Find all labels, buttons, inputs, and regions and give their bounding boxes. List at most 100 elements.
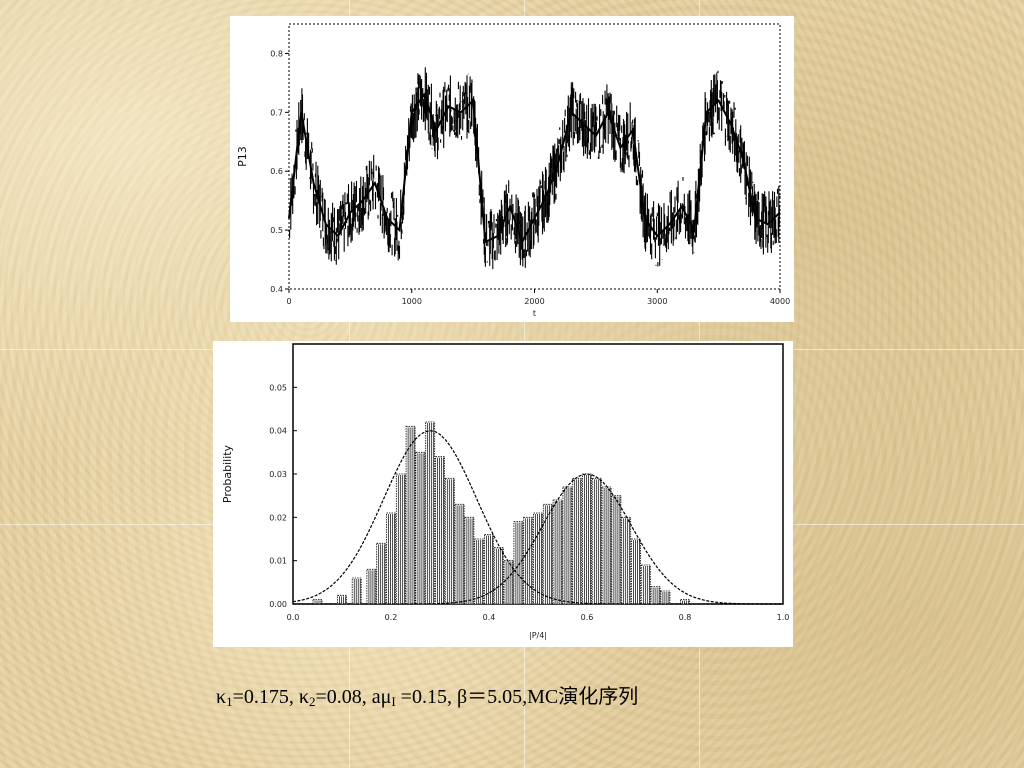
histogram-bar: [386, 512, 396, 605]
bar-outline: [351, 577, 362, 605]
y-tick-label: 0.04: [269, 427, 287, 436]
bar-outline: [444, 477, 455, 605]
histogram-bar: [444, 477, 455, 605]
amu-prefix: aμ: [366, 686, 392, 708]
y-tick-label: 0.01: [269, 557, 287, 566]
bar-outline: [454, 503, 465, 605]
bar-outline: [395, 473, 406, 605]
histogram-bar: [395, 473, 406, 605]
bar-outline: [660, 590, 671, 605]
y-tick-label: 0.03: [269, 470, 287, 479]
x-axis-note: t: [533, 309, 536, 318]
x-tick-label: 0: [286, 297, 291, 306]
kappa2-value: =0.08,: [315, 686, 367, 708]
x-tick-label: 0.4: [483, 613, 496, 622]
histogram-bar: [542, 503, 553, 605]
bar-outline: [542, 503, 553, 605]
y-tick-label: 0.00: [269, 600, 287, 609]
histogram-bar: [650, 586, 661, 605]
x-tick-label: 2000: [524, 297, 544, 306]
histogram-bar: [405, 425, 416, 605]
x-tick-label: 3000: [647, 297, 667, 306]
histogram-bar: [640, 564, 651, 605]
histogram-bar: [582, 473, 592, 605]
histogram-bar: [435, 456, 445, 605]
kappa2-subscript: 2: [308, 694, 316, 709]
bar-outline: [591, 477, 602, 605]
histogram-bar: [493, 547, 504, 605]
histogram-chart: 0.0 0.2 0.4 0.6 0.8 1.0 0.00 0.01 0.02 0.03 0.04 0.…: [213, 341, 793, 647]
bar-outline: [552, 499, 563, 605]
histogram-svg: 0.0 0.2 0.4 0.6 0.8 1.0 0.00 0.01 0.02 0.03 0.04 0.…: [221, 343, 790, 640]
histogram-bar: [376, 542, 387, 605]
y-axis-title: Probability: [221, 444, 234, 503]
bar-outline: [376, 542, 387, 605]
y-tick-label: 0.7: [270, 108, 283, 117]
kappa1-symbol: κ: [216, 686, 227, 708]
histogram-bar: [484, 534, 494, 605]
histogram-bar: [611, 495, 622, 605]
x-tick-label: 0.6: [581, 613, 594, 622]
y-tick-label: 0.02: [269, 513, 287, 522]
histogram-bar: [621, 516, 632, 605]
histogram-bar: [601, 486, 612, 605]
x-tick-label: 1.0: [777, 613, 790, 622]
y-tick-label: 0.6: [270, 167, 283, 176]
histogram-bar: [660, 590, 671, 605]
histogram-bar: [425, 421, 436, 605]
histogram-bar: [631, 538, 641, 605]
bar-outline: [513, 521, 524, 605]
x-tick-label: 0.2: [385, 613, 398, 622]
bar-outline: [386, 512, 396, 605]
y-tick-label: 0.5: [270, 226, 283, 235]
bar-outline: [312, 599, 323, 605]
histogram-bar: [366, 568, 377, 605]
histogram-bar: [513, 521, 524, 605]
histogram-bar: [474, 538, 485, 605]
x-tick-label: 1000: [402, 297, 422, 306]
y-tick-label: 0.4: [270, 285, 283, 294]
histogram-bar: [562, 486, 573, 605]
bar-outline: [533, 512, 543, 605]
bar-outline: [493, 547, 504, 605]
bar-outline: [601, 486, 612, 605]
histogram-bar: [351, 577, 362, 605]
histogram-bar: [591, 477, 602, 605]
kappa2-symbol: κ: [293, 686, 309, 708]
bar-outline: [523, 516, 534, 605]
beta-text: β＝5.05,MC演化序列: [451, 686, 639, 708]
histogram-bar: [552, 499, 563, 605]
x-tick-label: 4000: [770, 297, 790, 306]
fit-curve-1: [292, 430, 783, 605]
y-tick-label: 0.05: [269, 383, 287, 392]
fit-curve-2: [293, 473, 783, 605]
histogram-bar: [533, 512, 543, 605]
histogram-bar: [572, 477, 583, 605]
histogram-bar: [680, 599, 690, 605]
bar-outline: [562, 486, 573, 605]
bar-outline: [474, 538, 485, 605]
histogram-bar: [464, 516, 475, 605]
histogram-bar: [415, 451, 426, 605]
histogram-bar: [523, 516, 534, 605]
x-tick-label: 0.8: [679, 613, 692, 622]
slide-caption: κ1=0.175, κ2=0.08, aμI =0.15, β＝5.05,MC演…: [216, 680, 816, 710]
x-axis-title: |P/4|: [529, 631, 547, 640]
amu-value: =0.15,: [395, 686, 452, 708]
histogram-bar: [454, 503, 465, 605]
bar-outline: [337, 594, 347, 605]
plot-frame: [288, 23, 781, 290]
bar-outline: [611, 495, 622, 605]
x-tick-label: 0.0: [287, 613, 300, 622]
time-series-svg: 0 1000 2000 3000 4000 0.4 0.5 0.6 0.7 0.8 P13 t: [236, 23, 790, 318]
amu-subscript: I: [391, 694, 396, 709]
kappa1-value: =0.175,: [232, 686, 294, 708]
time-series-chart: 0 1000 2000 3000 4000 0.4 0.5 0.6 0.7 0.8 P13 t: [230, 16, 794, 322]
kappa1-subscript: 1: [226, 694, 233, 709]
bar-outline: [572, 477, 583, 605]
y-axis-title: P13: [236, 146, 249, 167]
histogram-bar: [312, 599, 323, 605]
bar-outline: [464, 516, 475, 605]
series-noise: [288, 67, 781, 270]
histogram-bar: [337, 594, 347, 605]
